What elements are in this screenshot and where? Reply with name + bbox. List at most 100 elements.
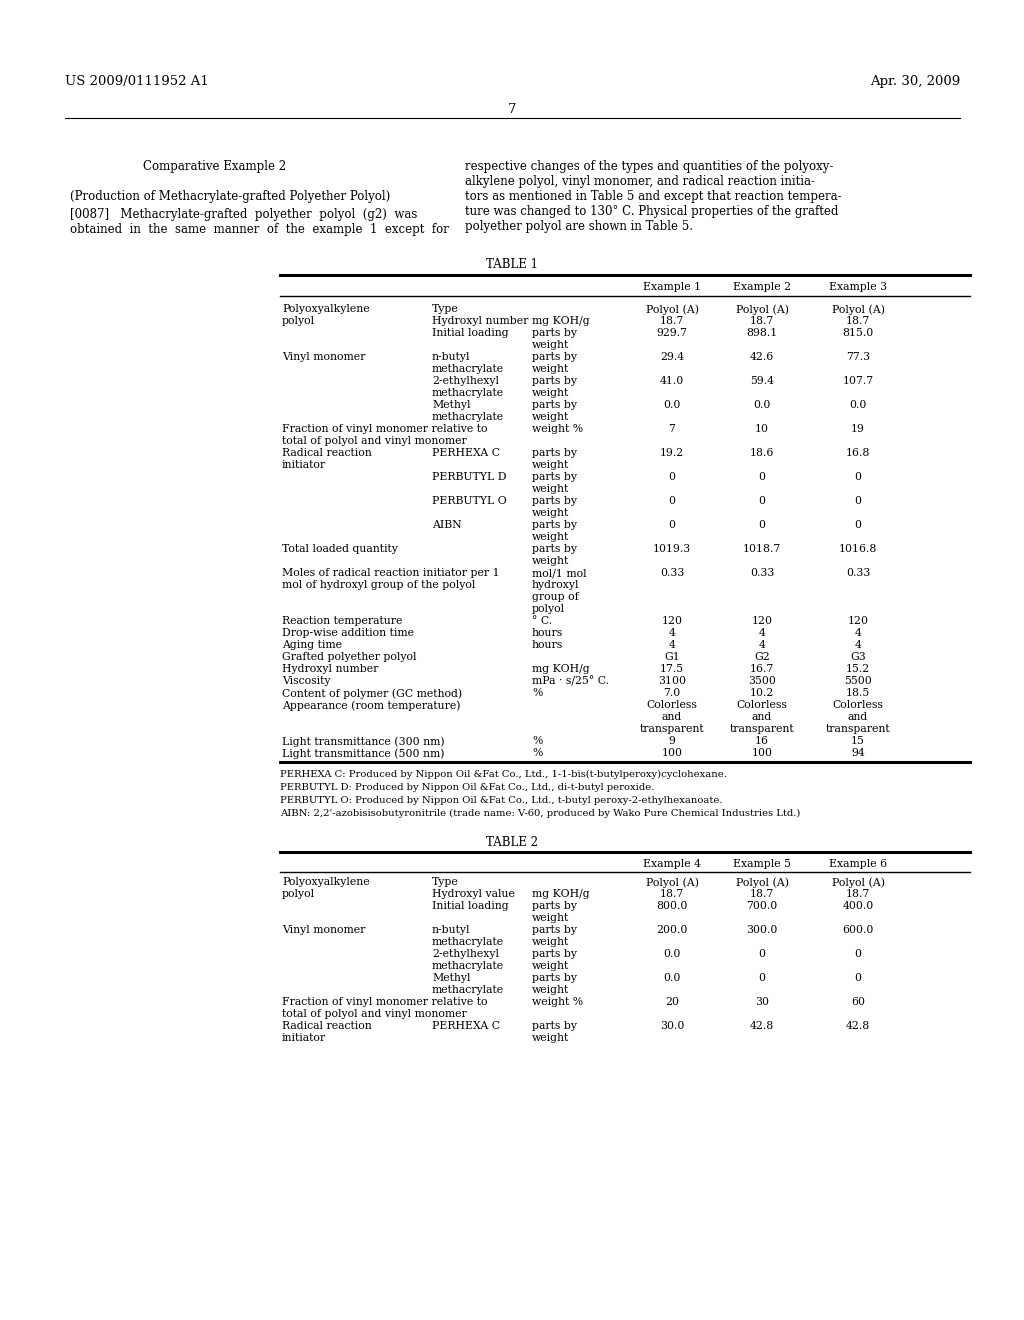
- Text: initiator: initiator: [282, 1034, 326, 1043]
- Text: methacrylate: methacrylate: [432, 961, 504, 972]
- Text: transparent: transparent: [640, 723, 705, 734]
- Text: 0: 0: [759, 949, 766, 960]
- Text: alkylene polyol, vinyl monomer, and radical reaction initia-: alkylene polyol, vinyl monomer, and radi…: [465, 176, 815, 187]
- Text: 400.0: 400.0: [843, 902, 873, 911]
- Text: %: %: [532, 748, 543, 758]
- Text: 18.7: 18.7: [846, 315, 870, 326]
- Text: 7: 7: [669, 424, 676, 434]
- Text: parts by: parts by: [532, 496, 577, 506]
- Text: 59.4: 59.4: [750, 376, 774, 385]
- Text: methacrylate: methacrylate: [432, 937, 504, 946]
- Text: 0: 0: [759, 520, 766, 531]
- Text: total of polyol and vinyl monomer: total of polyol and vinyl monomer: [282, 436, 467, 446]
- Text: parts by: parts by: [532, 902, 577, 911]
- Text: 0: 0: [854, 520, 861, 531]
- Text: 2-ethylhexyl: 2-ethylhexyl: [432, 376, 499, 385]
- Text: 5500: 5500: [844, 676, 871, 686]
- Text: parts by: parts by: [532, 473, 577, 482]
- Text: Polyol (A): Polyol (A): [735, 304, 788, 314]
- Text: 0.0: 0.0: [754, 400, 771, 411]
- Text: 815.0: 815.0: [843, 327, 873, 338]
- Text: Radical reaction: Radical reaction: [282, 1020, 372, 1031]
- Text: %: %: [532, 737, 543, 746]
- Text: 0.0: 0.0: [849, 400, 866, 411]
- Text: weight: weight: [532, 341, 569, 350]
- Text: 60: 60: [851, 997, 865, 1007]
- Text: PERHEXA C: Produced by Nippon Oil &Fat Co., Ltd., 1-1-bis(t-butylperoxy)cyclohex: PERHEXA C: Produced by Nippon Oil &Fat C…: [280, 770, 727, 779]
- Text: n-butyl: n-butyl: [432, 352, 470, 362]
- Text: 18.7: 18.7: [659, 888, 684, 899]
- Text: Example 6: Example 6: [829, 859, 887, 869]
- Text: PERHEXA C: PERHEXA C: [432, 447, 500, 458]
- Text: weight: weight: [532, 1034, 569, 1043]
- Text: 0: 0: [759, 973, 766, 983]
- Text: 0: 0: [854, 949, 861, 960]
- Text: weight: weight: [532, 985, 569, 995]
- Text: parts by: parts by: [532, 949, 577, 960]
- Text: weight: weight: [532, 364, 569, 374]
- Text: 4: 4: [855, 628, 861, 638]
- Text: Polyol (A): Polyol (A): [645, 304, 698, 314]
- Text: 100: 100: [752, 748, 772, 758]
- Text: Example 1: Example 1: [643, 282, 701, 292]
- Text: weight: weight: [532, 556, 569, 566]
- Text: Polyol (A): Polyol (A): [645, 876, 698, 887]
- Text: Moles of radical reaction initiator per 1: Moles of radical reaction initiator per …: [282, 568, 500, 578]
- Text: 77.3: 77.3: [846, 352, 870, 362]
- Text: PERBUTYL D: Produced by Nippon Oil &Fat Co., Ltd., di-t-butyl peroxide.: PERBUTYL D: Produced by Nippon Oil &Fat …: [280, 783, 654, 792]
- Text: PERBUTYL O: Produced by Nippon Oil &Fat Co., Ltd., t-butyl peroxy-2-ethylhexanoa: PERBUTYL O: Produced by Nippon Oil &Fat …: [280, 796, 723, 805]
- Text: respective changes of the types and quantities of the polyoxy-: respective changes of the types and quan…: [465, 160, 834, 173]
- Text: Polyol (A): Polyol (A): [831, 304, 885, 314]
- Text: 200.0: 200.0: [656, 925, 688, 935]
- Text: 7: 7: [508, 103, 516, 116]
- Text: weight: weight: [532, 532, 569, 543]
- Text: weight: weight: [532, 484, 569, 494]
- Text: 0.0: 0.0: [664, 949, 681, 960]
- Text: Light transmittance (300 nm): Light transmittance (300 nm): [282, 737, 444, 747]
- Text: Polyol (A): Polyol (A): [831, 876, 885, 887]
- Text: Polyoxyalkylene: Polyoxyalkylene: [282, 304, 370, 314]
- Text: hydroxyl: hydroxyl: [532, 579, 580, 590]
- Text: tors as mentioned in Table 5 and except that reaction tempera-: tors as mentioned in Table 5 and except …: [465, 190, 842, 203]
- Text: weight: weight: [532, 508, 569, 517]
- Text: 0.33: 0.33: [846, 568, 870, 578]
- Text: G3: G3: [850, 652, 866, 663]
- Text: and: and: [752, 711, 772, 722]
- Text: 300.0: 300.0: [746, 925, 777, 935]
- Text: Aging time: Aging time: [282, 640, 342, 649]
- Text: 18.7: 18.7: [846, 888, 870, 899]
- Text: Polyol (A): Polyol (A): [735, 876, 788, 887]
- Text: 18.7: 18.7: [750, 888, 774, 899]
- Text: 10.2: 10.2: [750, 688, 774, 698]
- Text: 120: 120: [662, 616, 683, 626]
- Text: mol/1 mol: mol/1 mol: [532, 568, 587, 578]
- Text: Vinyl monomer: Vinyl monomer: [282, 925, 366, 935]
- Text: Example 4: Example 4: [643, 859, 701, 869]
- Text: [0087]   Methacrylate-grafted  polyether  polyol  (g2)  was: [0087] Methacrylate-grafted polyether po…: [70, 209, 418, 220]
- Text: (Production of Methacrylate-grafted Polyether Polyol): (Production of Methacrylate-grafted Poly…: [70, 190, 390, 203]
- Text: 29.4: 29.4: [659, 352, 684, 362]
- Text: weight: weight: [532, 937, 569, 946]
- Text: weight: weight: [532, 459, 569, 470]
- Text: Type: Type: [432, 304, 459, 314]
- Text: 0.0: 0.0: [664, 400, 681, 411]
- Text: parts by: parts by: [532, 447, 577, 458]
- Text: 929.7: 929.7: [656, 327, 687, 338]
- Text: 0: 0: [669, 496, 676, 506]
- Text: 0.33: 0.33: [659, 568, 684, 578]
- Text: Initial loading: Initial loading: [432, 327, 509, 338]
- Text: 120: 120: [752, 616, 772, 626]
- Text: 898.1: 898.1: [746, 327, 777, 338]
- Text: 3500: 3500: [749, 676, 776, 686]
- Text: Comparative Example 2: Comparative Example 2: [143, 160, 287, 173]
- Text: Drop-wise addition time: Drop-wise addition time: [282, 628, 414, 638]
- Text: polyol: polyol: [282, 888, 315, 899]
- Text: methacrylate: methacrylate: [432, 412, 504, 422]
- Text: parts by: parts by: [532, 1020, 577, 1031]
- Text: parts by: parts by: [532, 520, 577, 531]
- Text: 30.0: 30.0: [659, 1020, 684, 1031]
- Text: 120: 120: [848, 616, 868, 626]
- Text: 18.7: 18.7: [750, 315, 774, 326]
- Text: 0: 0: [759, 496, 766, 506]
- Text: 15.2: 15.2: [846, 664, 870, 675]
